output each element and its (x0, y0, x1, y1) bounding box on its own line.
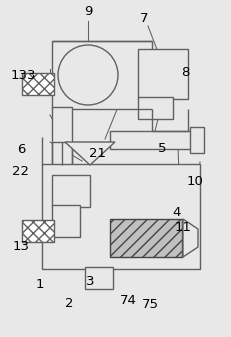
Bar (52, 41, 151, 109)
Text: 75: 75 (142, 299, 159, 311)
Text: 8: 8 (181, 66, 189, 79)
Bar (52, 205, 80, 237)
Bar (137, 49, 187, 99)
Bar (109, 131, 191, 149)
Text: 11: 11 (174, 221, 191, 234)
Bar (52, 107, 72, 165)
Text: 5: 5 (158, 142, 166, 155)
Text: 6: 6 (17, 144, 25, 156)
Text: 7: 7 (139, 12, 147, 25)
Bar (42, 164, 199, 269)
Bar (22, 73, 54, 95)
Bar (22, 220, 54, 242)
Bar (52, 175, 90, 207)
Bar (137, 97, 172, 119)
Circle shape (58, 45, 118, 105)
Polygon shape (65, 142, 115, 165)
Text: 22: 22 (12, 165, 29, 178)
Bar (85, 267, 112, 289)
Text: 133: 133 (10, 69, 36, 82)
Text: 13: 13 (12, 240, 29, 252)
Text: 10: 10 (186, 176, 202, 188)
Text: 9: 9 (84, 5, 92, 18)
Bar (109, 219, 181, 257)
Text: 1: 1 (35, 278, 43, 291)
Text: 74: 74 (120, 294, 137, 307)
Polygon shape (182, 219, 197, 257)
Text: 2: 2 (65, 297, 73, 310)
Text: 4: 4 (171, 206, 180, 219)
Text: 3: 3 (86, 275, 94, 288)
Bar (189, 127, 203, 153)
Text: 21: 21 (88, 147, 106, 160)
